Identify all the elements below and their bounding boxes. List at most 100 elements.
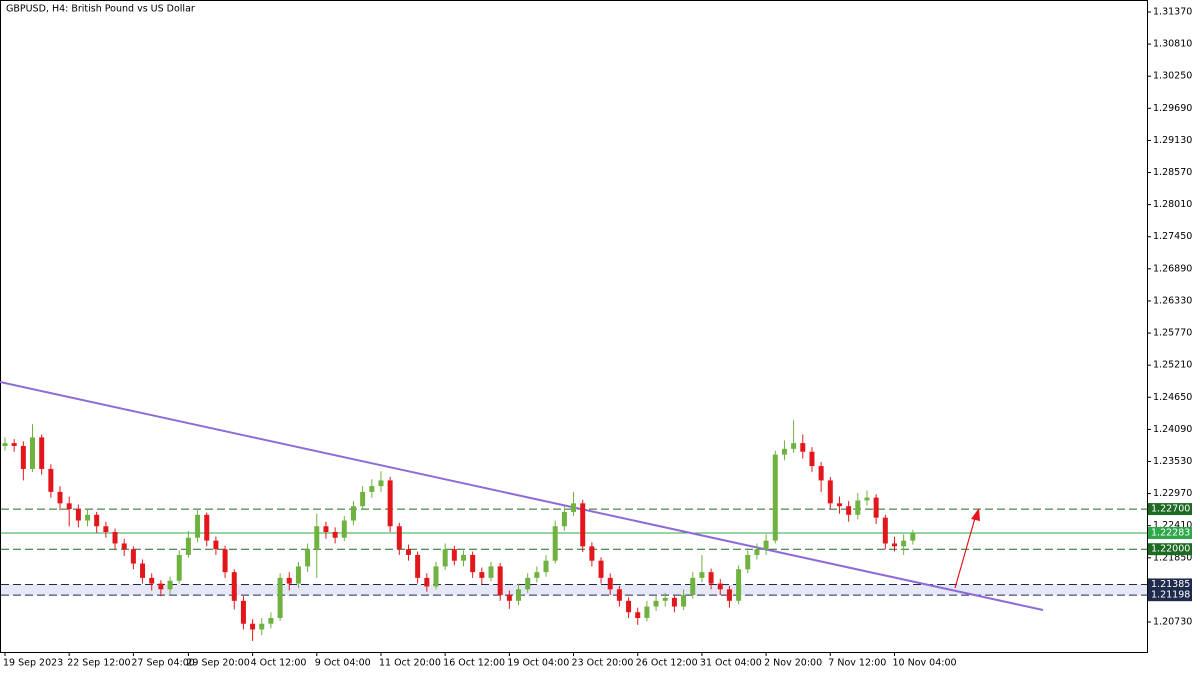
candle-body xyxy=(726,589,732,601)
candle-body xyxy=(516,589,522,601)
candle-body xyxy=(2,443,8,446)
candle-body xyxy=(11,443,17,446)
candle-body xyxy=(717,583,723,590)
candle-body xyxy=(103,526,109,533)
candle-body xyxy=(57,491,63,504)
candle-body xyxy=(305,549,311,567)
candle-body xyxy=(662,597,668,601)
candle-body xyxy=(901,540,907,547)
x-tick-label: 19 Oct 04:00 xyxy=(507,658,569,669)
candle-body xyxy=(167,580,173,590)
y-tick-label: 1.22970 xyxy=(1153,488,1192,499)
candle-body xyxy=(231,572,237,601)
x-tick-label: 27 Sep 04:00 xyxy=(131,658,194,669)
candle-body xyxy=(580,503,586,547)
candle-body xyxy=(626,600,632,613)
candle-body xyxy=(855,500,861,515)
candle-body xyxy=(396,526,402,550)
y-tick-label: 1.31370 xyxy=(1153,6,1192,17)
candle-body xyxy=(571,503,577,512)
candle-body xyxy=(525,577,531,590)
candle-body xyxy=(864,497,870,501)
candle-body xyxy=(332,532,338,538)
x-tick-label: 29 Sep 20:00 xyxy=(186,658,249,669)
candle-body xyxy=(369,486,375,492)
candle-body xyxy=(488,566,494,578)
candle-body xyxy=(736,569,742,601)
candle-body xyxy=(681,595,687,607)
candle-body xyxy=(836,503,842,507)
candle-body xyxy=(534,572,540,578)
candle-body xyxy=(616,589,622,601)
trendline xyxy=(0,381,1044,611)
candle-body xyxy=(250,623,256,630)
candle-body xyxy=(891,543,897,547)
y-tick-label: 1.21850 xyxy=(1153,552,1192,563)
candle-body xyxy=(94,514,100,527)
y-tick-label: 1.28570 xyxy=(1153,167,1192,178)
candle-body xyxy=(644,606,650,619)
x-tick-label: 2 Nov 20:00 xyxy=(764,658,822,669)
candle-body xyxy=(415,554,421,578)
y-tick-label: 1.25770 xyxy=(1153,328,1192,339)
level-label-box xyxy=(1148,589,1192,602)
candle-body xyxy=(185,537,191,555)
candle-body xyxy=(378,480,384,487)
level-label: 1.21198 xyxy=(1151,590,1190,601)
candle-body xyxy=(204,514,210,541)
candle-body xyxy=(607,577,613,590)
candle-body xyxy=(873,497,879,518)
candle-body xyxy=(451,549,457,561)
candle-body xyxy=(754,549,760,555)
candle-body xyxy=(671,597,677,607)
x-tick-label: 11 Oct 20:00 xyxy=(379,658,441,669)
y-tick-label: 1.26330 xyxy=(1153,295,1192,306)
candle-body xyxy=(222,549,228,573)
level-label-box xyxy=(1148,503,1192,516)
x-tick-label: 22 Sep 12:00 xyxy=(67,658,130,669)
candle-body xyxy=(846,506,852,515)
candle-body xyxy=(268,618,274,624)
candle-body xyxy=(158,583,164,590)
candle-body xyxy=(314,526,320,550)
candle-body xyxy=(781,448,787,455)
arrow-head xyxy=(971,508,980,521)
candle-body xyxy=(433,566,439,587)
candle-body xyxy=(552,526,558,561)
candle-body xyxy=(589,546,595,561)
candle-body xyxy=(763,540,769,550)
y-tick-label: 1.27450 xyxy=(1153,231,1192,242)
candle-body xyxy=(240,600,246,624)
candle-body xyxy=(424,577,430,587)
y-tick-label: 1.22410 xyxy=(1153,520,1192,531)
candle-body xyxy=(286,577,292,584)
candle-body xyxy=(708,572,714,584)
candle-body xyxy=(699,572,705,578)
candle-body xyxy=(30,437,36,469)
candle-body xyxy=(39,437,45,469)
arrow xyxy=(954,517,976,589)
level-label: 1.21385 xyxy=(1151,579,1190,590)
candle-body xyxy=(561,511,567,527)
candle-body xyxy=(479,572,485,578)
y-tick-label: 1.28010 xyxy=(1153,199,1192,210)
chart-title: GBPUSD, H4: British Pound vs US Dollar xyxy=(6,4,195,15)
candle-body xyxy=(745,554,751,570)
y-tick-label: 1.20730 xyxy=(1153,617,1192,628)
candle-body xyxy=(176,554,182,581)
x-tick-label: 23 Oct 20:00 xyxy=(572,658,634,669)
candle-body xyxy=(350,506,356,521)
candle-body xyxy=(85,514,91,521)
candle-body xyxy=(121,543,127,550)
x-tick-label: 19 Sep 2023 xyxy=(3,658,63,669)
candle-body xyxy=(497,566,503,596)
y-tick-label: 1.26890 xyxy=(1153,263,1192,274)
level-label-box xyxy=(1148,526,1192,539)
y-tick-label: 1.24650 xyxy=(1153,392,1192,403)
candle-body xyxy=(690,577,696,596)
candle-body xyxy=(598,560,604,578)
candle-body xyxy=(66,503,72,510)
candle-body xyxy=(277,577,283,619)
candle-body xyxy=(405,549,411,555)
candle-body xyxy=(635,612,641,619)
